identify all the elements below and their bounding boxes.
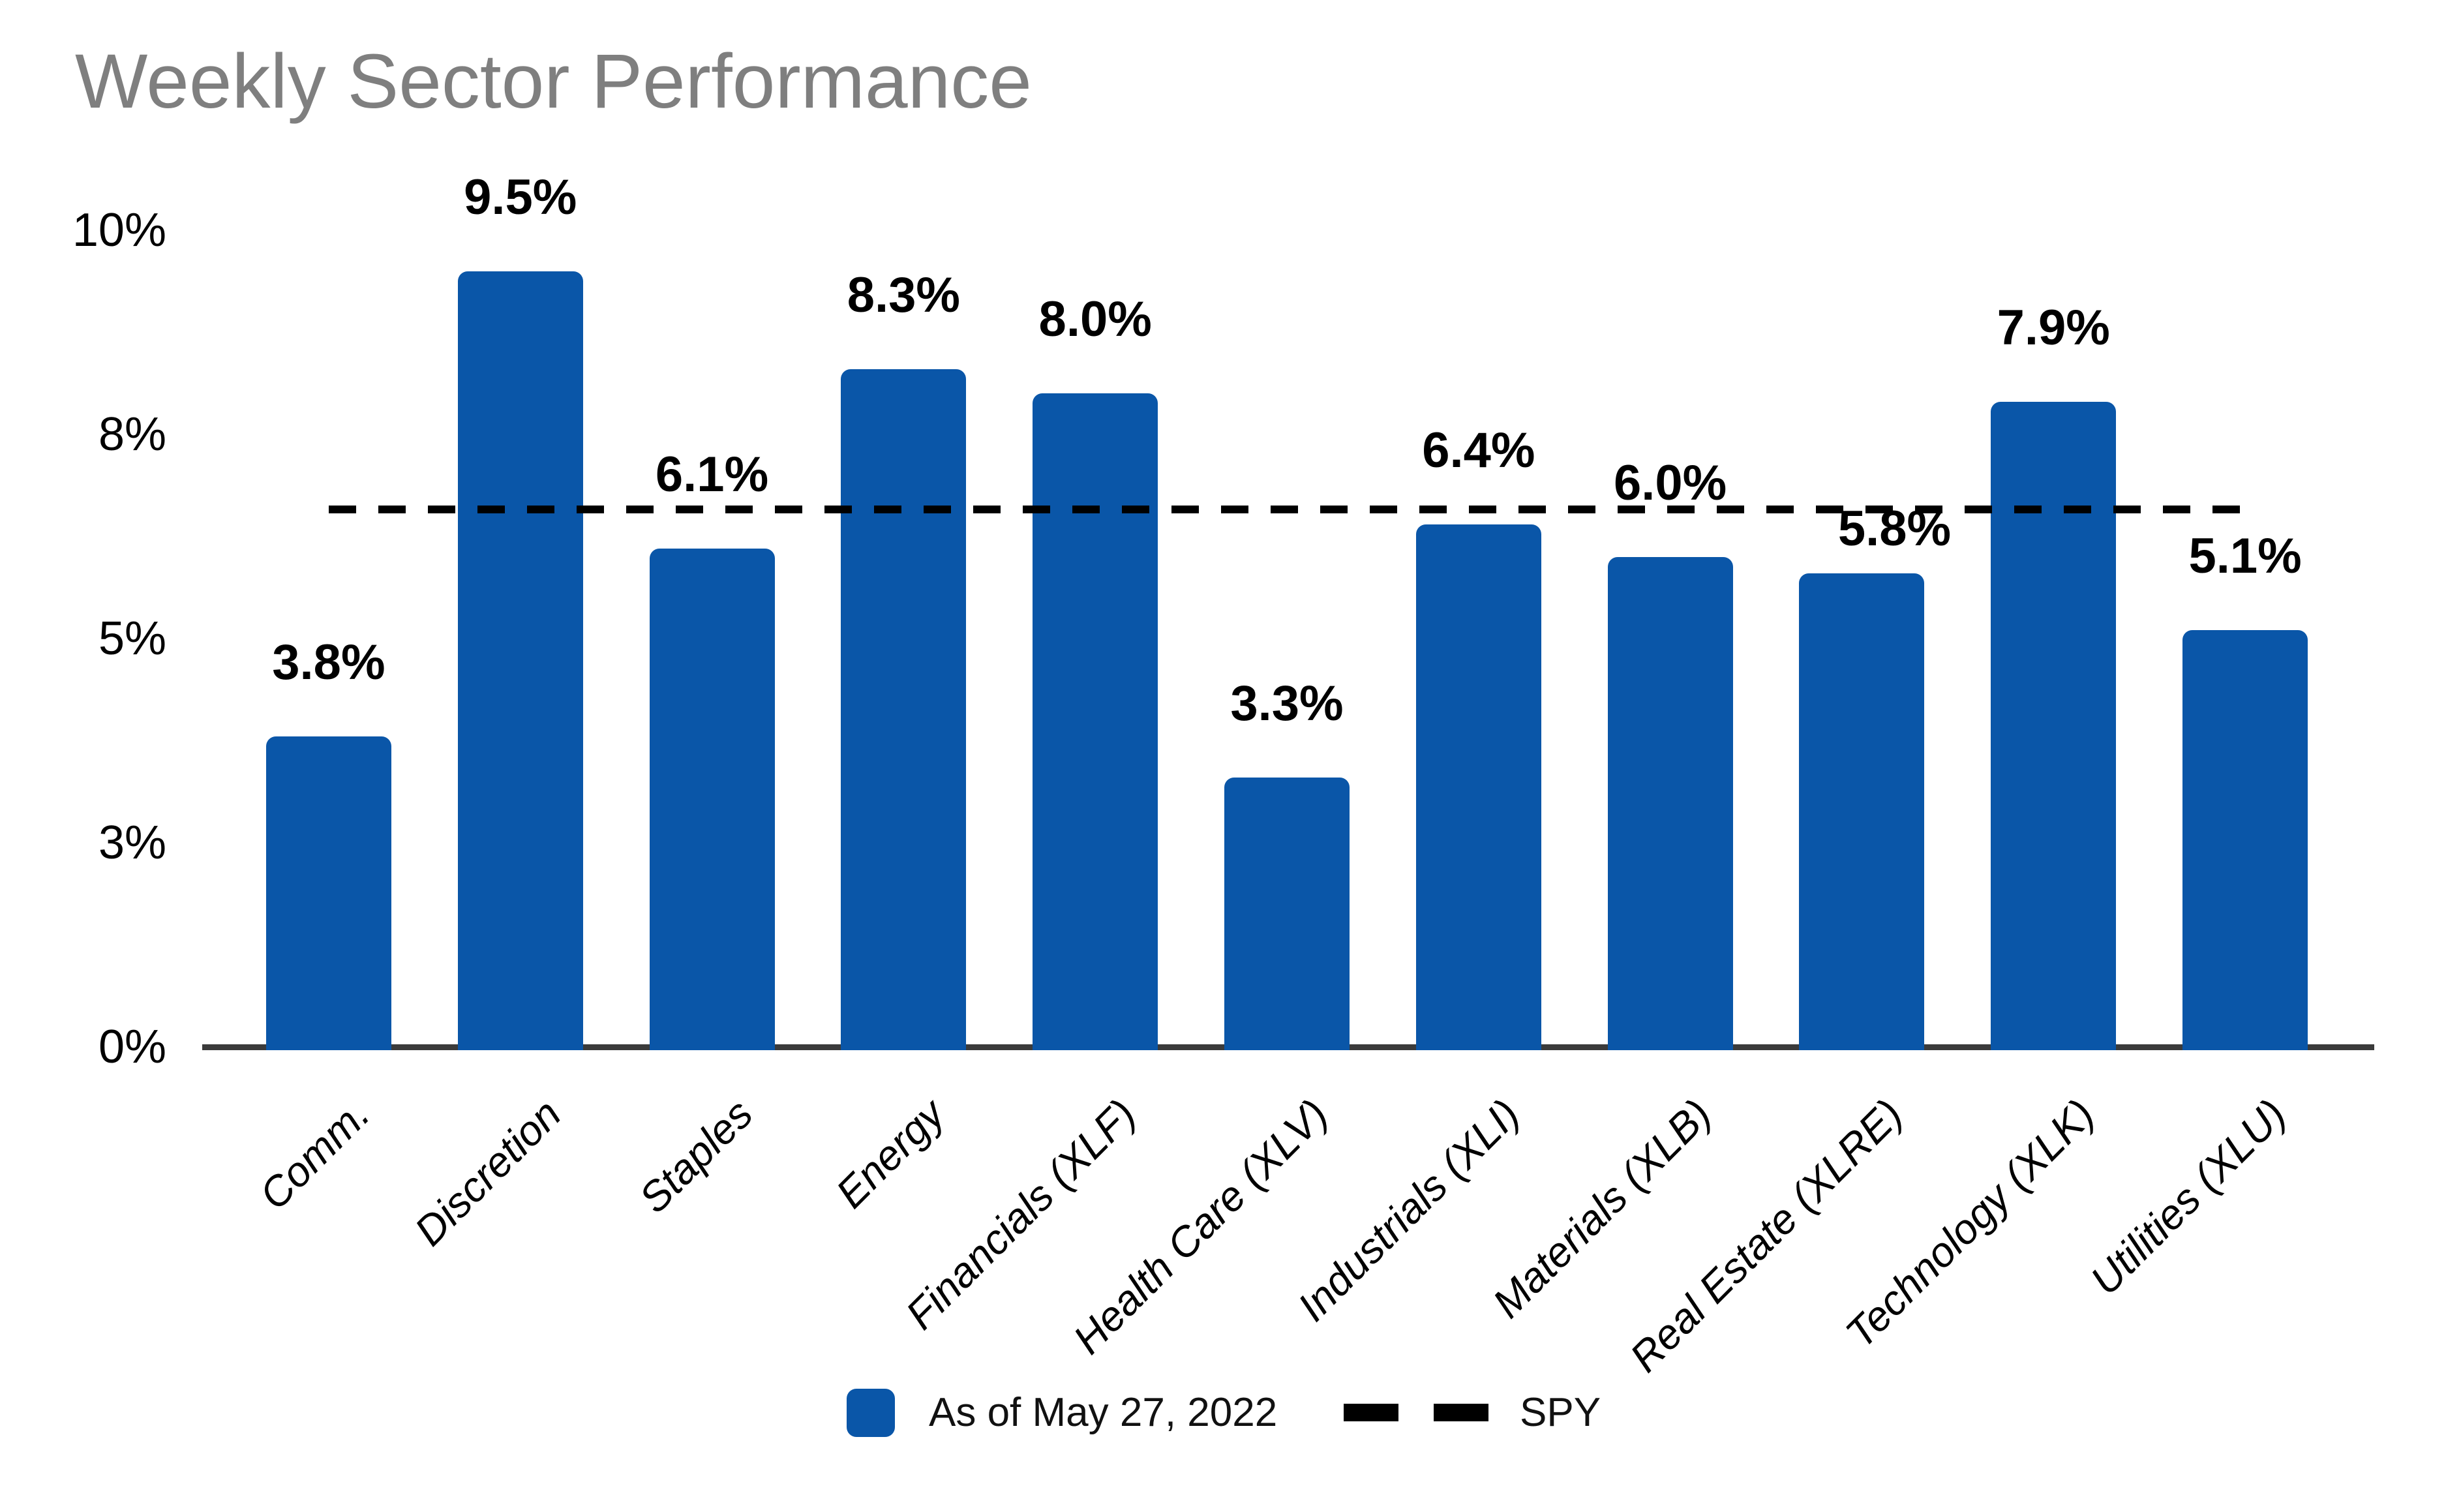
x-category-label-text: Energy bbox=[826, 1090, 954, 1217]
x-category-label-text: Staples bbox=[629, 1090, 762, 1222]
bar bbox=[649, 549, 775, 1050]
bar-value-label: 6.4% bbox=[1422, 422, 1535, 478]
bar bbox=[1033, 393, 1158, 1050]
bar-value-label: 8.0% bbox=[1038, 292, 1152, 348]
y-tick-label: 10% bbox=[72, 204, 166, 256]
legend-dash-icon bbox=[1344, 1404, 1398, 1421]
y-tick-label: 3% bbox=[98, 817, 166, 869]
x-category-label-text: Discretion bbox=[405, 1090, 570, 1255]
bar bbox=[1224, 777, 1350, 1050]
bar-value-label: 3.8% bbox=[272, 635, 385, 691]
bar bbox=[1415, 524, 1541, 1050]
chart-title: Weekly Sector Performance bbox=[75, 38, 1032, 125]
bar bbox=[265, 736, 391, 1050]
bar bbox=[1991, 401, 2117, 1050]
bar-value-label: 8.3% bbox=[847, 267, 960, 323]
legend-label-spy: SPY bbox=[1520, 1390, 1601, 1435]
bar-value-label: 5.1% bbox=[2188, 528, 2302, 584]
bar-value-label: 6.1% bbox=[655, 447, 769, 503]
x-category-label-text: Utilities (XLU) bbox=[2081, 1090, 2295, 1304]
bar bbox=[457, 271, 583, 1050]
bar bbox=[841, 369, 967, 1050]
y-tick-label: 5% bbox=[98, 612, 166, 665]
y-tick-label: 8% bbox=[98, 408, 166, 461]
y-tick-label: 0% bbox=[98, 1021, 166, 1073]
legend-label-as-of-date: As of May 27, 2022 bbox=[929, 1390, 1278, 1435]
bar-value-label: 7.9% bbox=[1997, 299, 2110, 355]
x-category-label-text: Comm. bbox=[250, 1090, 379, 1219]
bar bbox=[2182, 630, 2308, 1050]
spy-dashed-line bbox=[328, 506, 2246, 514]
bar bbox=[1607, 556, 1733, 1050]
bar-value-label: 6.0% bbox=[1614, 455, 1727, 511]
legend-dash-icon bbox=[1434, 1404, 1488, 1421]
bar-value-label: 9.5% bbox=[464, 169, 577, 225]
legend-bar-swatch-icon bbox=[847, 1389, 895, 1437]
bar-value-label: 3.3% bbox=[1230, 675, 1344, 731]
bar bbox=[1799, 573, 1925, 1050]
